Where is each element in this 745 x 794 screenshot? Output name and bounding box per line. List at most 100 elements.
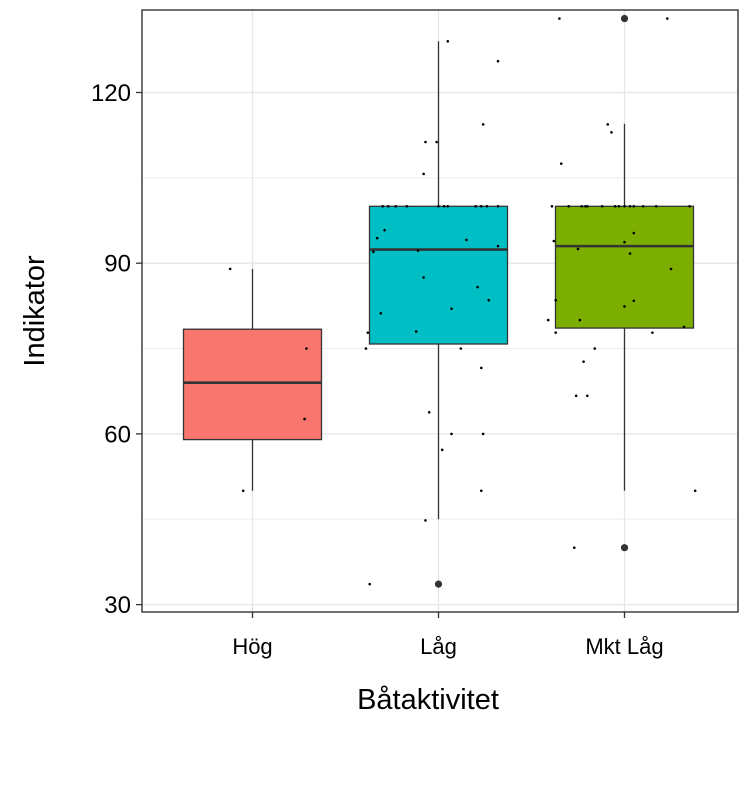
- data-point: [228, 267, 232, 271]
- data-point: [381, 205, 385, 208]
- x-tick-label: Hög: [232, 634, 272, 659]
- data-point: [554, 298, 557, 302]
- data-point: [628, 252, 632, 255]
- jitter-points-layer: [228, 17, 697, 586]
- data-point: [623, 240, 626, 244]
- x-tick-label: Låg: [420, 634, 457, 659]
- data-point: [479, 205, 483, 208]
- data-point: [427, 410, 431, 414]
- box-hög: [182, 328, 323, 441]
- data-point: [632, 231, 636, 235]
- data-point: [405, 205, 409, 208]
- data-point: [632, 299, 636, 303]
- data-point: [241, 489, 245, 493]
- data-point: [440, 448, 444, 452]
- data-point: [669, 267, 673, 271]
- data-point: [582, 360, 585, 363]
- data-point: [424, 519, 427, 522]
- y-tick-label: 90: [104, 251, 131, 278]
- data-point: [479, 366, 483, 370]
- data-point: [446, 39, 450, 43]
- data-point: [459, 347, 463, 350]
- data-point: [422, 276, 425, 279]
- data-point: [422, 172, 425, 176]
- data-point: [567, 205, 570, 208]
- x-axis: Hög Låg Mkt Låg: [232, 612, 664, 659]
- outlier-point: [434, 580, 443, 588]
- data-point: [558, 17, 561, 20]
- data-point: [379, 311, 383, 315]
- box-låg: [368, 205, 509, 345]
- data-point: [386, 205, 390, 208]
- data-point: [584, 205, 587, 208]
- data-point: [442, 205, 446, 208]
- data-point: [651, 331, 654, 334]
- data-point: [546, 318, 550, 322]
- data-point: [559, 162, 563, 165]
- data-point: [593, 347, 597, 350]
- data-point: [481, 123, 485, 126]
- boxes-layer: [182, 14, 695, 588]
- data-point: [435, 140, 438, 144]
- data-point: [394, 205, 398, 208]
- data-point: [450, 307, 453, 311]
- x-tick-label: Mkt Låg: [585, 634, 663, 659]
- data-point: [576, 247, 580, 251]
- data-point: [574, 394, 578, 398]
- data-point: [485, 205, 489, 208]
- outlier-point: [620, 544, 629, 552]
- data-point: [665, 17, 669, 20]
- data-point: [479, 489, 483, 493]
- data-point: [606, 123, 610, 126]
- data-point: [368, 582, 371, 586]
- data-point: [552, 239, 556, 243]
- data-point: [496, 244, 500, 248]
- data-point: [613, 205, 617, 208]
- data-point: [372, 250, 375, 254]
- x-axis-title: Båtaktivitet: [357, 684, 499, 716]
- data-point: [364, 347, 368, 350]
- data-point: [476, 285, 479, 289]
- data-point: [450, 432, 453, 436]
- data-point: [366, 331, 370, 334]
- data-point: [586, 394, 589, 398]
- data-point: [578, 318, 582, 322]
- data-point: [550, 205, 554, 208]
- data-point: [487, 298, 491, 302]
- data-point: [617, 205, 621, 208]
- outlier-point: [620, 14, 629, 23]
- data-point: [383, 228, 386, 232]
- data-point: [554, 331, 557, 334]
- data-point: [375, 236, 379, 240]
- data-point: [465, 238, 468, 242]
- data-point: [437, 205, 440, 208]
- data-point: [600, 205, 604, 208]
- data-point: [623, 205, 626, 208]
- y-axis-title: Indikator: [19, 255, 51, 367]
- data-point: [623, 305, 626, 308]
- data-point: [682, 325, 686, 329]
- data-point: [654, 205, 658, 208]
- y-tick-label: 60: [104, 421, 131, 448]
- data-point: [693, 489, 697, 493]
- y-axis: 30 60 90 120: [91, 80, 142, 619]
- data-point: [446, 205, 450, 208]
- box-mkt-låg: [554, 205, 695, 329]
- data-point: [496, 205, 500, 208]
- data-point: [303, 417, 306, 421]
- data-point: [580, 205, 584, 208]
- data-point: [641, 205, 645, 208]
- data-point: [572, 546, 576, 550]
- data-point: [586, 205, 589, 208]
- y-tick-label: 120: [91, 80, 131, 107]
- data-point: [688, 205, 691, 208]
- data-point: [496, 59, 500, 63]
- data-point: [416, 249, 420, 252]
- data-point: [414, 330, 418, 333]
- plot-border: [141, 9, 739, 613]
- data-point: [628, 205, 632, 208]
- y-tick-label: 30: [104, 592, 131, 619]
- data-point: [610, 131, 613, 134]
- data-point: [305, 347, 308, 350]
